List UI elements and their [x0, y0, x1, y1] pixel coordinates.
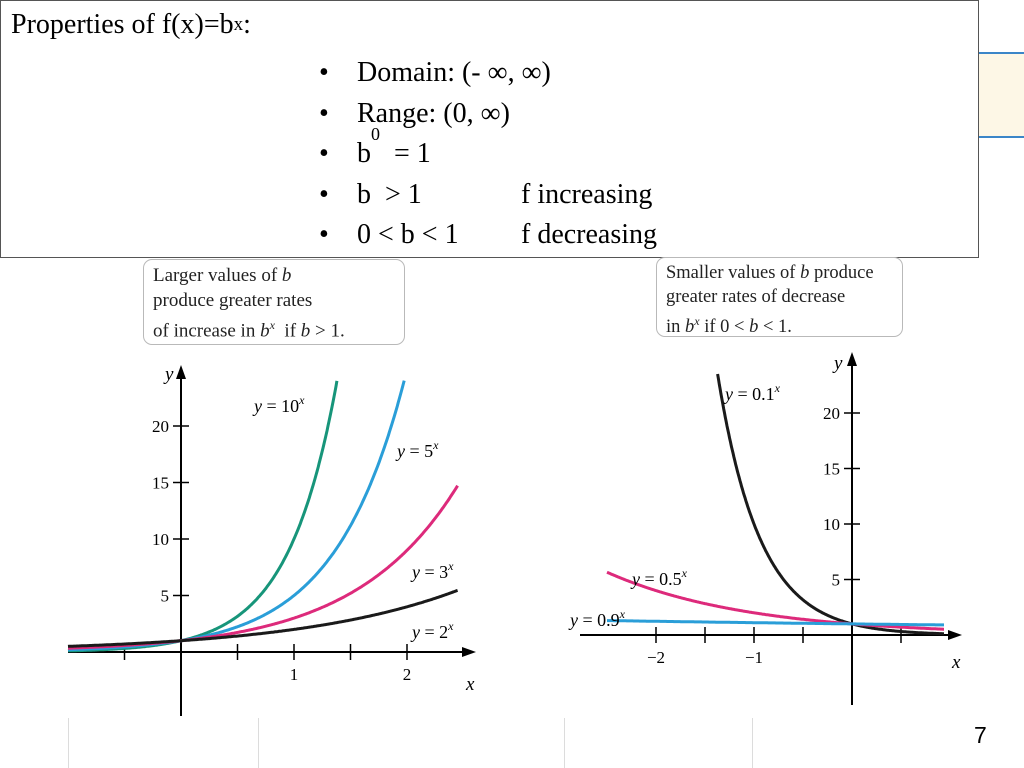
x-tick-label: −2: [647, 648, 665, 667]
property-text: 0 < b < 1: [357, 219, 459, 250]
series-label: y = 3x: [410, 559, 454, 582]
series-label: y = 0.1x: [723, 381, 781, 404]
series-label: y = 0.9x: [568, 607, 626, 630]
series-line: [606, 570, 945, 631]
property-text: b > 1: [357, 178, 422, 210]
property-description: f decreasing: [521, 219, 658, 250]
background-divider: [68, 718, 69, 768]
series-label: y = 0.5x: [630, 566, 688, 589]
y-tick-label: 15: [152, 474, 169, 493]
series-line: [67, 588, 459, 648]
x-tick-label: 2: [403, 665, 412, 684]
page-number: 7: [974, 722, 987, 748]
y-tick-label: 20: [152, 417, 169, 436]
y-axis-arrow: [176, 365, 186, 379]
callout-increasing: Larger values of b produce greater rates…: [143, 259, 405, 345]
x-axis-label: x: [465, 674, 475, 695]
series-label: y = 2x: [410, 619, 454, 642]
y-tick-label: 5: [161, 587, 170, 606]
y-axis-label: y: [163, 364, 174, 385]
y-axis-arrow: [847, 352, 857, 366]
background-divider: [564, 718, 565, 768]
bullet-icon: •: [319, 97, 329, 129]
series-label: y = 5x: [395, 438, 439, 461]
property-description: f increasing: [521, 178, 653, 210]
bullet-icon: •: [319, 219, 329, 250]
callout-decreasing: Smaller values of b produce greater rate…: [656, 257, 903, 337]
x-axis-arrow: [948, 630, 962, 640]
title-superscript: x: [233, 14, 244, 35]
bullet-icon: •: [319, 138, 329, 169]
properties-title: Properties of f(x)=bx:: [11, 9, 251, 41]
background-divider: [752, 718, 753, 768]
title-colon: :: [243, 9, 251, 40]
x-tick-label: −1: [745, 648, 763, 667]
background-banner: [975, 52, 1024, 138]
property-text: Range: (0, ∞): [357, 97, 510, 129]
x-axis-label: x: [951, 652, 961, 673]
x-tick-label: 1: [290, 665, 299, 684]
properties-box: Properties of f(x)=bx: • Domain: (- ∞, ∞…: [0, 0, 979, 258]
property-text: Domain: (- ∞, ∞): [357, 57, 551, 88]
series-line: [606, 619, 945, 627]
x-axis-arrow: [462, 647, 476, 657]
series-line: [716, 373, 945, 636]
title-text: Properties of f(x)=b: [11, 9, 234, 40]
y-tick-label: 10: [152, 530, 169, 549]
property-text: b0 = 1: [357, 123, 431, 169]
bullet-icon: •: [319, 57, 329, 88]
y-tick-label: 5: [832, 571, 841, 590]
y-tick-label: 10: [823, 515, 840, 534]
bullet-icon: •: [319, 178, 329, 210]
y-tick-label: 20: [823, 404, 840, 423]
y-axis-label: y: [832, 353, 843, 374]
y-tick-label: 15: [823, 460, 840, 479]
background-divider: [258, 718, 259, 768]
series-label: y = 10x: [252, 393, 305, 416]
